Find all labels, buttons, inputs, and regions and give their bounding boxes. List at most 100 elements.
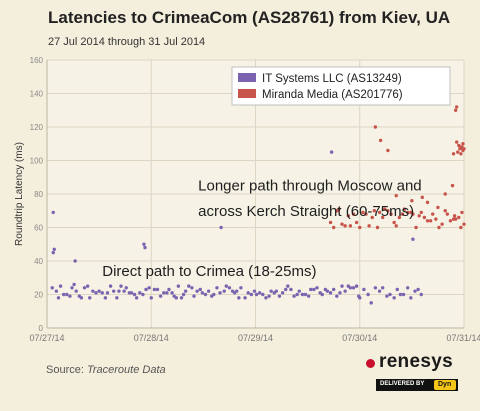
- y-tick-label-5: 100: [30, 157, 44, 166]
- data-point-series-0: [289, 287, 293, 292]
- data-point-series-1: [428, 219, 433, 223]
- data-point-series-0: [108, 284, 113, 288]
- data-point-series-0: [170, 291, 174, 295]
- data-point-series-0: [198, 287, 202, 292]
- data-point-series-0: [183, 289, 188, 293]
- data-point-series-1: [453, 108, 458, 112]
- data-point-series-1: [406, 210, 410, 215]
- data-point-series-0: [392, 296, 396, 300]
- data-point-series-0: [179, 296, 184, 300]
- x-tick-label-4: 07/31/14: [446, 333, 480, 343]
- data-point-series-0: [119, 284, 123, 288]
- data-point-series-0: [82, 286, 87, 290]
- data-point-series-0: [335, 294, 339, 298]
- data-point-series-0: [329, 150, 334, 154]
- data-point-series-0: [103, 296, 108, 300]
- data-point-series-0: [141, 292, 145, 297]
- legend-box: [231, 66, 451, 106]
- data-point-series-1: [462, 222, 466, 226]
- data-point-series-1: [394, 224, 398, 228]
- data-point-series-1: [377, 210, 382, 215]
- data-point-series-0: [115, 296, 119, 300]
- data-point-series-0: [354, 284, 359, 288]
- data-point-series-0: [373, 286, 378, 290]
- data-point-series-0: [222, 289, 226, 293]
- y-axis-title: Roundtrip Latency (ms): [14, 142, 25, 246]
- data-point-series-0: [406, 286, 410, 290]
- data-point-series-0: [338, 291, 342, 295]
- data-point-series-0: [385, 294, 389, 298]
- x-tick-label-0: 07/27/14: [29, 333, 64, 343]
- data-point-series-0: [72, 282, 76, 287]
- data-point-series-1: [348, 224, 353, 228]
- data-point-series-0: [398, 292, 403, 297]
- data-point-series-0: [348, 286, 353, 290]
- data-point-series-0: [413, 289, 417, 293]
- data-point-series-0: [269, 289, 273, 293]
- data-point-series-0: [261, 292, 265, 297]
- data-point-series-0: [416, 287, 420, 292]
- data-point-series-1: [346, 214, 350, 218]
- data-point-series-0: [419, 292, 423, 297]
- data-point-series-0: [206, 289, 211, 293]
- y-tick-label-7: 140: [30, 90, 44, 99]
- data-point-series-1: [394, 193, 398, 198]
- data-point-series-1: [372, 209, 377, 213]
- data-point-series-0: [340, 284, 344, 288]
- data-point-series-0: [286, 284, 290, 288]
- y-tick-label-1: 20: [34, 291, 43, 300]
- data-point-series-0: [112, 289, 116, 293]
- data-point-series-1: [448, 219, 453, 223]
- dyn-badge: Dyn: [434, 380, 456, 390]
- data-point-series-1: [358, 225, 362, 230]
- data-point-series-0: [411, 237, 415, 241]
- y-tick-label-2: 40: [34, 257, 43, 266]
- data-point-series-1: [340, 222, 344, 226]
- data-point-series-0: [79, 296, 84, 300]
- data-point-series-1: [455, 140, 459, 144]
- data-point-series-0: [122, 289, 126, 293]
- data-point-series-0: [68, 294, 72, 298]
- data-point-series-0: [237, 296, 241, 300]
- data-point-series-1: [375, 225, 380, 230]
- y-tick-label-8: 160: [30, 56, 44, 65]
- data-point-series-0: [292, 294, 296, 298]
- data-point-series-0: [94, 291, 98, 295]
- data-point-series-0: [147, 286, 151, 290]
- data-point-series-0: [267, 294, 271, 298]
- data-point-series-1: [411, 212, 415, 216]
- latency-chart: 0 20 40 60 80 100 120 140 160 07/27/14 07/28/14 07/…: [14, 56, 480, 343]
- data-point-series-1: [397, 215, 402, 220]
- data-point-series-0: [52, 247, 56, 251]
- data-point-series-0: [295, 292, 299, 297]
- logo-dot-icon: [366, 359, 375, 368]
- data-point-series-1: [328, 220, 333, 225]
- data-point-series-0: [309, 287, 313, 292]
- data-point-series-1: [456, 150, 460, 154]
- data-point-series-1: [440, 222, 444, 226]
- data-point-series-0: [380, 286, 385, 290]
- data-point-series-1: [361, 210, 365, 215]
- data-point-series-0: [149, 296, 153, 300]
- data-point-series-0: [195, 289, 199, 293]
- source-prefix: Source:: [46, 364, 87, 376]
- x-tick-label-2: 07/29/14: [238, 333, 273, 343]
- data-point-series-1: [383, 207, 387, 211]
- data-point-series-1: [354, 220, 359, 225]
- data-point-series-0: [50, 286, 54, 290]
- data-point-series-1: [459, 152, 463, 156]
- data-point-series-0: [395, 287, 399, 292]
- data-point-series-1: [431, 212, 435, 216]
- data-point-series-0: [249, 292, 254, 297]
- data-point-series-1: [386, 148, 390, 153]
- data-point-series-1: [462, 147, 466, 151]
- data-point-series-0: [312, 287, 316, 292]
- data-point-series-0: [264, 296, 268, 300]
- data-point-series-0: [167, 287, 171, 292]
- data-point-series-0: [243, 296, 247, 300]
- data-point-series-0: [300, 292, 305, 297]
- data-point-series-1: [331, 225, 336, 230]
- data-point-series-0: [176, 284, 181, 288]
- data-point-series-0: [239, 286, 243, 290]
- data-point-series-1: [420, 195, 424, 200]
